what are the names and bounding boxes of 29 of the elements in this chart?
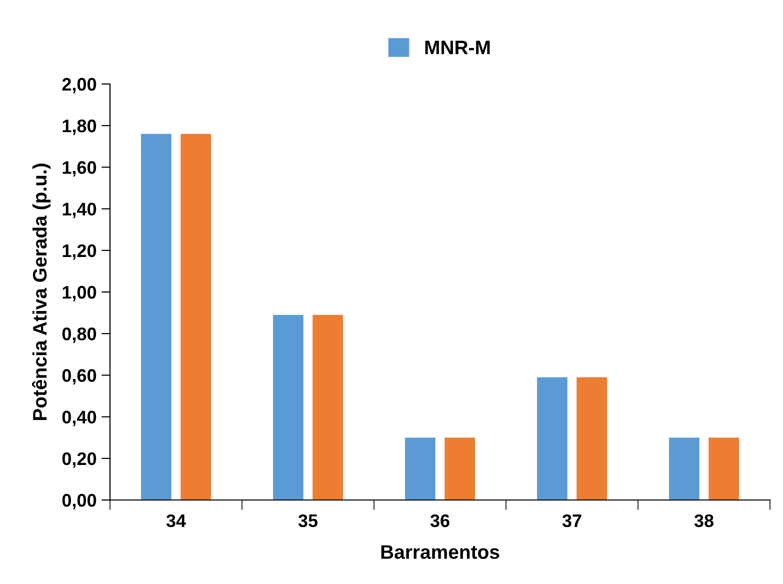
y-tick-label: 1,40 [62, 202, 96, 218]
bar [708, 438, 739, 500]
legend-label: MNR-M [425, 40, 490, 54]
bar [312, 314, 343, 500]
x-tick-label: 34 [166, 514, 186, 528]
bar [669, 438, 700, 500]
y-tick-label: 0,80 [62, 328, 96, 343]
bar [537, 377, 568, 500]
x-tick-label: 36 [430, 514, 450, 528]
bar [405, 438, 436, 500]
y-tick-label: 1,80 [62, 120, 96, 135]
y-tick-label: 2,00 [62, 78, 96, 94]
x-tick-label: 38 [694, 514, 714, 528]
x-tick-label: 37 [562, 514, 582, 528]
x-tick-label: 35 [298, 514, 318, 528]
bar [444, 438, 475, 500]
x-axis-title: Barramentos [381, 545, 500, 559]
y-tick-label: 1,60 [62, 161, 96, 177]
y-tick-label: 1,00 [62, 286, 96, 302]
bar [141, 134, 172, 500]
y-tick-label: 0,40 [62, 410, 96, 426]
bar [576, 377, 607, 500]
bar [180, 134, 211, 500]
y-axis-title: Potência Ativa Gerada (p.u.) [32, 164, 51, 420]
bar [273, 314, 304, 500]
y-tick-label: 1,20 [62, 244, 96, 260]
y-tick-label: 0,20 [62, 452, 96, 468]
y-tick-label: 0,60 [62, 369, 96, 385]
y-tick-label: 0,00 [62, 494, 96, 510]
